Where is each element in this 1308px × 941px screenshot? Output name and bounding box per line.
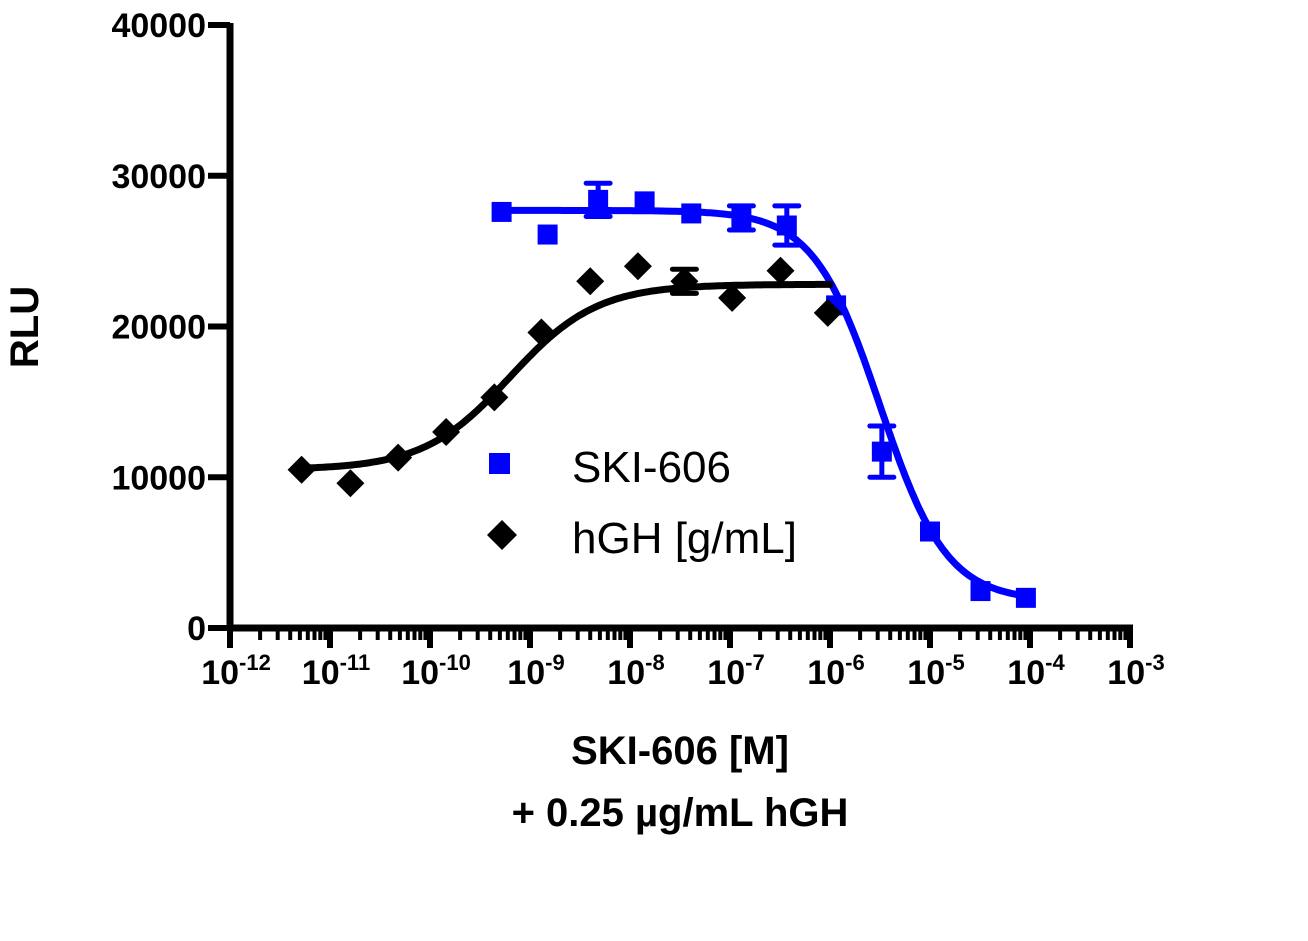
data-point-ski-606: [731, 207, 752, 228]
legend-marker-hgh: [487, 520, 517, 550]
data-point-ski-606: [776, 215, 797, 236]
data-point-ski-606: [588, 189, 609, 210]
x-tick-label: 10-10: [401, 650, 471, 692]
data-point-hgh: [718, 283, 747, 312]
data-point-ski-606: [871, 441, 892, 462]
data-point-hgh: [384, 443, 413, 472]
axes: [208, 22, 1133, 648]
y-tick-label: 40000: [111, 7, 206, 45]
data-point-ski-606: [537, 224, 558, 245]
x-axis-subtitle: + 0.25 µg/mL hGH: [512, 791, 849, 835]
data-points: [287, 180, 1036, 608]
x-tick-label: 10-3: [1107, 650, 1164, 692]
y-tick-label: 0: [187, 610, 206, 648]
data-point-hgh: [623, 252, 652, 281]
data-point-ski-606: [1015, 587, 1036, 608]
data-point-ski-606: [681, 203, 702, 224]
legend-label-ski-606: SKI-606: [572, 443, 731, 492]
y-axis-title: RLU: [3, 286, 47, 368]
legend-marker-ski-606: [489, 453, 510, 474]
fit-curve-hgh: [298, 280, 834, 472]
y-tick-label: 30000: [111, 158, 206, 196]
x-tick-label: 10-6: [807, 650, 864, 692]
x-tick-label: 10-5: [907, 650, 964, 692]
legend: SKI-606 hGH [g/mL]: [487, 443, 797, 563]
data-point-ski-606: [920, 521, 940, 542]
data-point-hgh: [287, 455, 316, 484]
x-tick-label: 10-12: [201, 650, 271, 692]
data-point-ski-606: [634, 191, 655, 212]
x-tick-label: 10-9: [507, 650, 564, 692]
x-tick-label: 10-7: [707, 650, 764, 692]
y-tick-labels: 0 10000 20000 30000 40000: [111, 7, 206, 648]
x-tick-label: 10-11: [302, 650, 370, 692]
legend-label-hgh: hGH [g/mL]: [572, 514, 797, 563]
data-point-hgh: [766, 256, 795, 285]
data-point-hgh: [813, 298, 842, 327]
data-point-hgh: [336, 469, 365, 498]
data-point-hgh: [527, 318, 556, 347]
data-point-hgh: [432, 418, 461, 447]
x-axis-title: SKI-606 [M]: [571, 729, 789, 773]
y-tick-label: 10000: [111, 459, 206, 497]
fit-curve-ski-606: [498, 206, 1034, 600]
x-tick-labels: 10-12 10-11 10-10 10-9 10-8 10-7 10-6 10-5 10-4 1…: [201, 650, 1165, 692]
y-tick-label: 20000: [111, 309, 206, 347]
x-tick-label: 10-4: [1007, 650, 1065, 692]
x-tick-label: 10-8: [607, 650, 664, 692]
data-point-hgh: [670, 267, 699, 296]
data-point-ski-606: [970, 581, 991, 602]
data-point-hgh: [576, 267, 605, 296]
data-point-hgh: [480, 383, 509, 412]
data-point-ski-606: [491, 201, 512, 222]
